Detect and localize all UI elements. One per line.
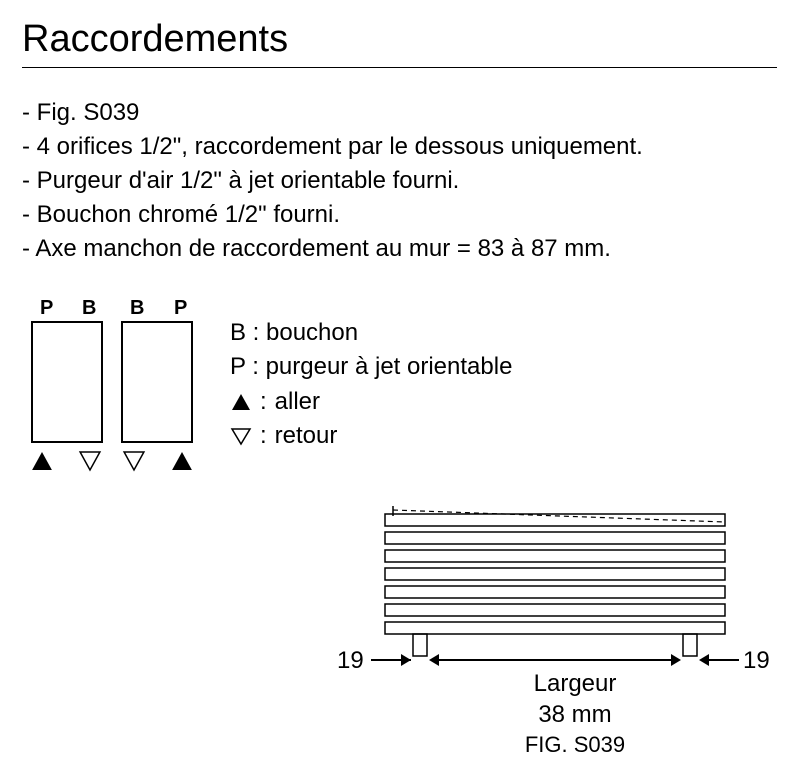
bullet-list: - Fig. S039 - 4 orifices 1/2", raccordem… (22, 96, 777, 266)
bullet-item: - Fig. S039 (22, 96, 777, 130)
connection-diagram: PBBP (22, 292, 212, 482)
svg-text:P: P (174, 297, 187, 319)
title-rule (22, 67, 777, 68)
legend-retour: : retour (230, 419, 512, 453)
section-title: Raccordements (22, 18, 777, 61)
legend-p: P : purgeur à jet orientable (230, 350, 512, 384)
svg-text:B: B (82, 297, 96, 319)
triangle-down-icon (230, 426, 252, 446)
svg-text:B: B (130, 297, 144, 319)
bullet-item: - Purgeur d'air 1/2" à jet orientable fo… (22, 164, 777, 198)
legend-aller: : aller (230, 385, 512, 419)
legend: B : bouchon P : purgeur à jet orientable… (230, 292, 512, 452)
diagram-legend-row: P B B P B : bouchon P : purgeur à jet orien… (22, 292, 777, 482)
legend-b: B : bouchon (230, 316, 512, 350)
bullet-item: - Axe manchon de raccordement au mur = 8… (22, 232, 777, 266)
svg-text:19: 19 (337, 647, 364, 674)
bullet-item: - Bouchon chromé 1/2" fourni. (22, 198, 777, 232)
svg-text:19: 19 (743, 647, 770, 674)
svg-text:P: P (40, 297, 53, 319)
figure-s039: 1919 Largeur 38 mm FIG. S039 (330, 502, 780, 761)
bullet-item: - 4 orifices 1/2", raccordement par le d… (22, 130, 777, 164)
triangle-up-icon (230, 392, 252, 412)
